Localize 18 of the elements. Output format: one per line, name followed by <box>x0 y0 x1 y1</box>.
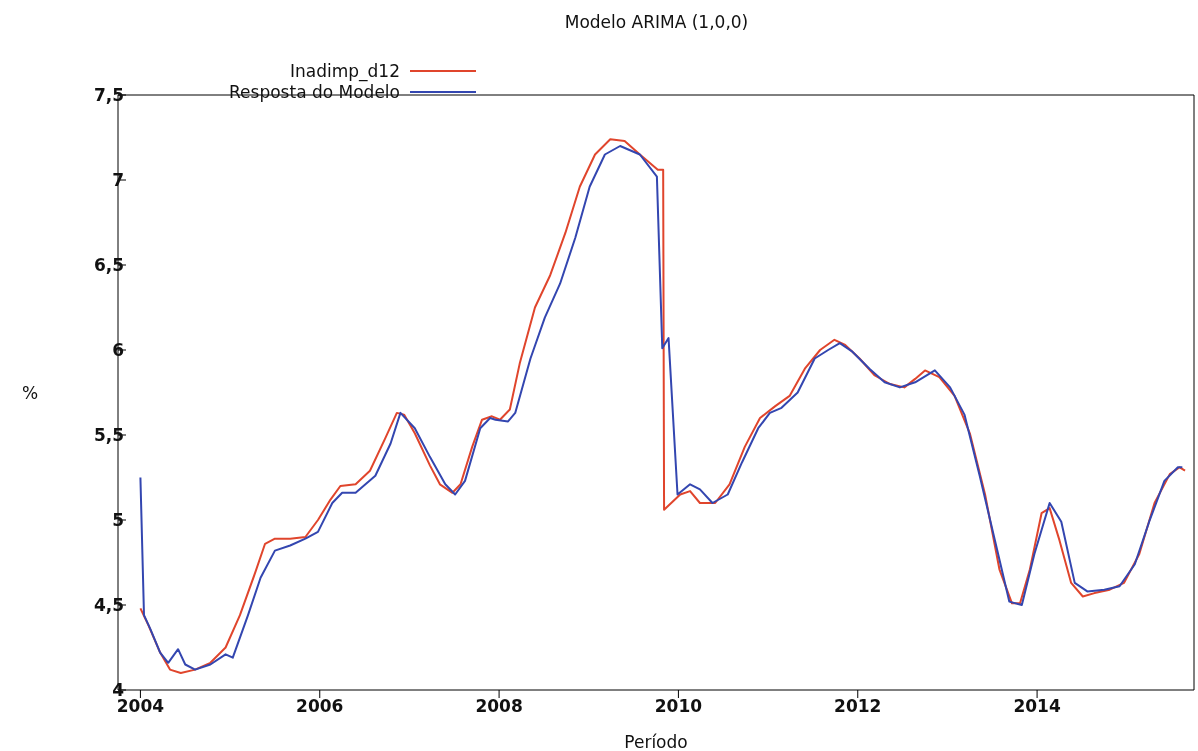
y-tick-label: 7 <box>112 170 124 191</box>
legend-label: Inadimp_d12 <box>290 60 400 81</box>
y-axis-title: % <box>22 382 39 403</box>
x-tick-label: 2004 <box>116 696 165 717</box>
y-tick-label: 5,5 <box>93 425 124 446</box>
y-tick-label: 7,5 <box>93 85 124 106</box>
x-axis-title: Período <box>624 732 688 751</box>
legend-label: Resposta do Modelo <box>229 81 400 102</box>
x-tick-label: 2014 <box>1013 696 1061 717</box>
y-tick-label: 6,5 <box>93 255 124 276</box>
x-tick-label: 2012 <box>834 696 882 717</box>
y-tick-label: 6 <box>112 340 124 361</box>
chart-title: Modelo ARIMA (1,0,0) <box>563 12 750 32</box>
x-tick-label: 2010 <box>654 696 703 717</box>
x-tick-label: 2008 <box>475 696 523 717</box>
x-tick-label: 2006 <box>296 696 344 717</box>
y-tick-label: 4,5 <box>93 595 124 616</box>
y-tick-label: 5 <box>112 510 124 531</box>
